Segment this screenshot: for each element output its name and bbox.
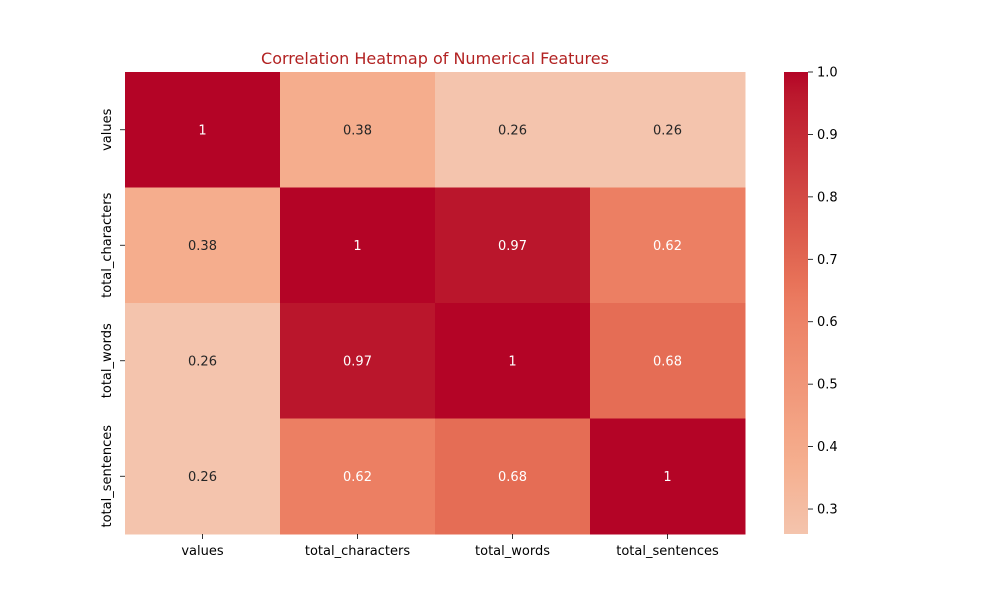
colorbar-tick-label: 0.7 (817, 253, 838, 268)
chart-title: Correlation Heatmap of Numerical Feature… (261, 49, 609, 68)
colorbar-gradient (784, 72, 808, 534)
cell-annotation: 0.26 (498, 123, 527, 138)
cell-annotation: 1 (508, 354, 516, 369)
colorbar-tick-label: 0.5 (817, 378, 838, 393)
heatmap-cell (590, 72, 746, 188)
y-axis: values total_characters total_words total_s… (100, 108, 125, 528)
cell-annotation: 1 (353, 239, 361, 254)
heatmap-cell (280, 418, 436, 535)
y-tick-label: total_words (100, 323, 115, 398)
heatmap-cell (590, 418, 746, 535)
x-tick-label: values (181, 544, 224, 559)
heatmap-cell (280, 187, 436, 304)
x-tick-label: total_sentences (616, 544, 719, 559)
heatmap-cell (435, 187, 591, 304)
colorbar-tick-label: 1.0 (817, 66, 838, 81)
cell-annotation: 0.26 (653, 123, 682, 138)
cell-annotation: 0.62 (653, 239, 682, 254)
x-tick-label: total_characters (305, 544, 410, 559)
heatmap-cell (125, 187, 281, 304)
cell-annotation: 0.26 (188, 354, 217, 369)
x-tick-label: total_words (475, 544, 550, 559)
cell-annotation: 0.26 (188, 470, 217, 485)
heatmap-cell (435, 303, 591, 419)
x-axis: values total_characters total_words total_s… (181, 534, 719, 559)
colorbar-tick-label: 0.8 (817, 190, 838, 205)
heatmap-cell (280, 303, 436, 419)
heatmap-cell (125, 303, 281, 419)
heatmap-cell (435, 418, 591, 535)
cell-annotation: 0.62 (343, 470, 372, 485)
heatmap-cells (125, 72, 746, 535)
colorbar-tick-label: 0.6 (817, 315, 838, 330)
y-tick-label: total_sentences (100, 425, 115, 528)
cell-annotation: 0.68 (653, 354, 682, 369)
cell-annotation: 0.38 (343, 123, 372, 138)
heatmap-cell (125, 72, 281, 188)
cell-annotation: 0.97 (343, 354, 372, 369)
heatmap-cell (125, 418, 281, 535)
cell-annotation: 0.68 (498, 470, 527, 485)
colorbar-tick-label: 0.9 (817, 128, 838, 143)
heatmap-cell (280, 72, 436, 188)
cell-annotation: 1 (198, 123, 206, 138)
y-tick-label: total_characters (100, 192, 115, 297)
heatmap-annotations: 1 0.38 0.26 0.26 0.38 1 0.97 0.62 0.26 0.97 1 0.68 0… (188, 123, 682, 485)
cell-annotation: 0.97 (498, 239, 527, 254)
colorbar-tick-label: 0.4 (817, 440, 838, 455)
colorbar-tick-label: 0.3 (817, 503, 838, 518)
heatmap-cell (435, 72, 591, 188)
cell-annotation: 0.38 (188, 239, 217, 254)
heatmap-cell (590, 303, 746, 419)
colorbar: 0.3 0.4 0.5 0.6 0.7 0.8 0.9 1.0 (784, 66, 838, 534)
cell-annotation: 1 (663, 470, 671, 485)
y-tick-label: values (100, 108, 115, 151)
heatmap-cell (590, 187, 746, 304)
